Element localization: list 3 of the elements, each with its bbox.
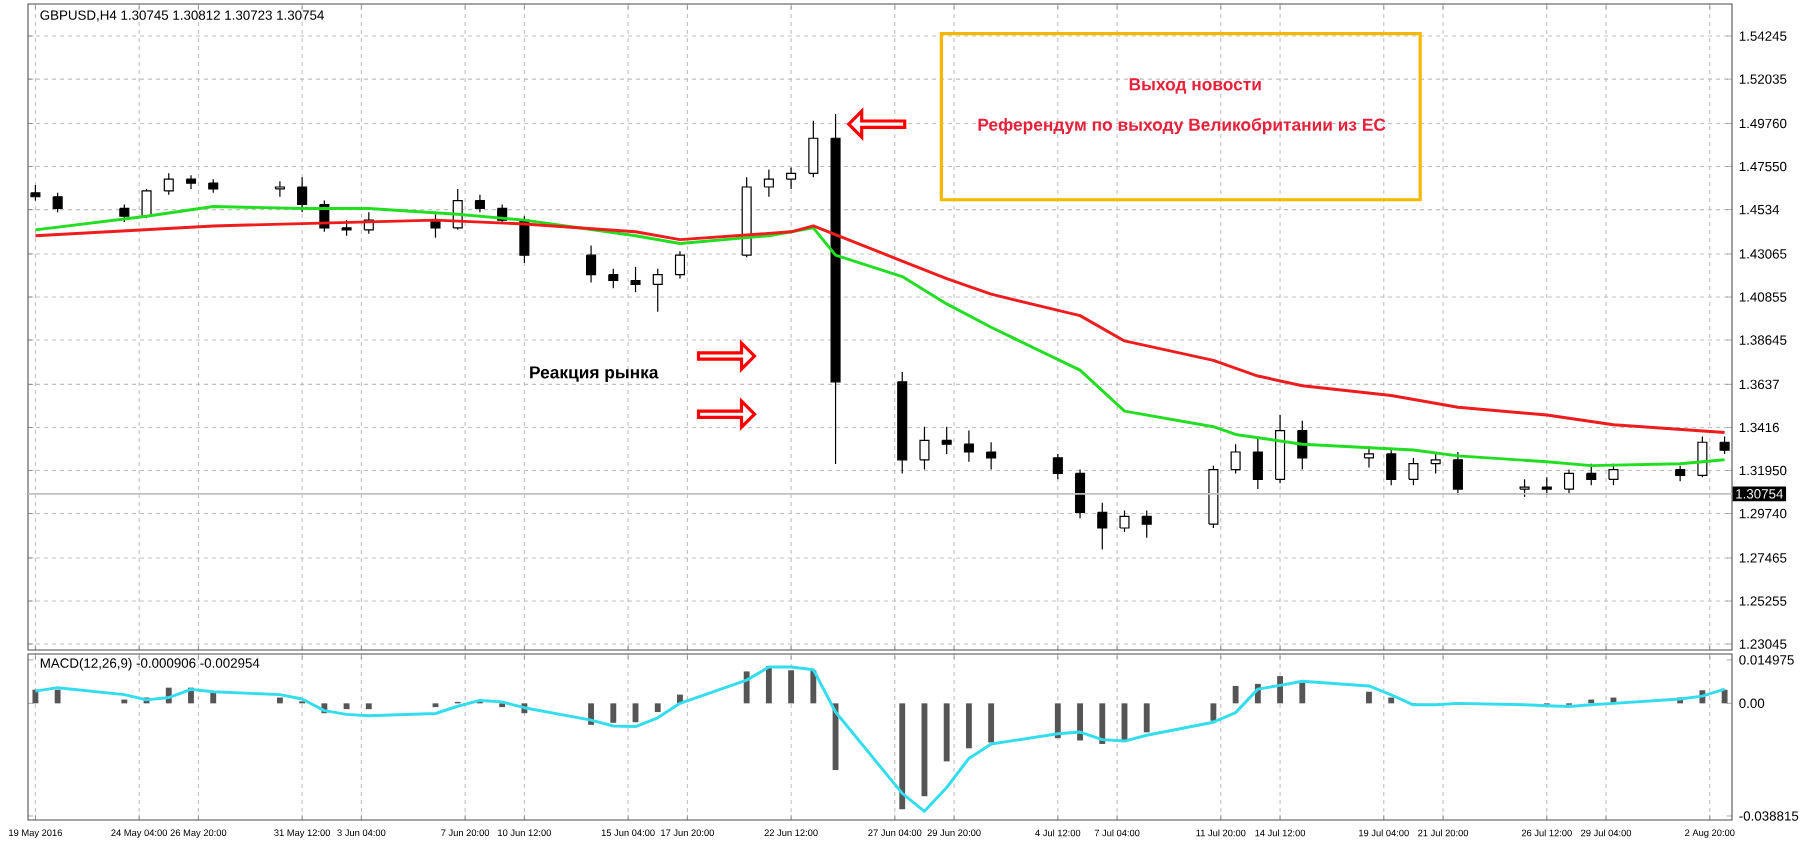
annotation: Выход новости (1129, 78, 1261, 94)
annotation: Референдум по выходу Великобритании из ЕС (978, 117, 1386, 135)
annotation: Реакция рынка (530, 366, 659, 382)
